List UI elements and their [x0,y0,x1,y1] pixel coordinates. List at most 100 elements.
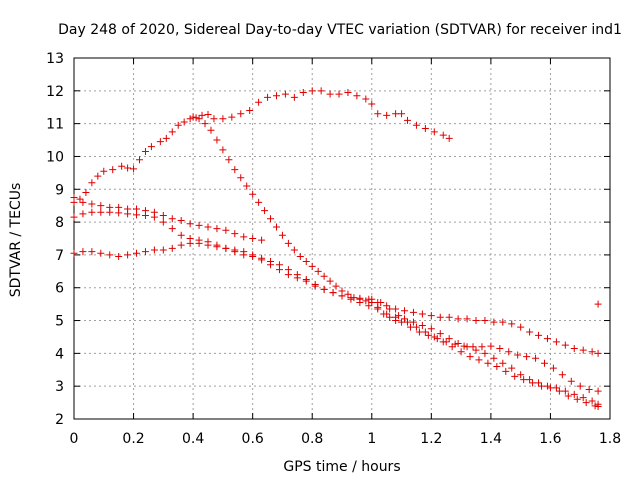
data-point-plus [293,271,301,279]
series-track-5 [70,239,602,357]
data-point-plus [180,118,188,126]
data-point-plus [430,128,438,136]
data-point-plus [532,354,540,362]
y-axis-label: SDTVAR / TECUs [8,183,24,298]
data-point-plus [564,392,572,400]
data-point-plus [79,248,87,256]
data-point-plus [472,317,480,325]
data-point-plus [409,318,417,326]
data-point-plus [290,93,298,101]
data-point-plus [284,266,292,274]
data-point-plus [106,251,114,259]
y-tick-label: 2 [55,412,64,428]
data-point-plus [460,342,468,350]
data-point-plus [329,289,337,297]
data-point-plus [439,338,447,346]
data-point-plus [406,323,414,331]
y-tick-label: 5 [55,314,64,330]
data-point-plus [246,107,254,115]
data-point-plus [97,249,105,257]
data-point-plus [219,115,227,123]
data-point-plus [582,399,590,407]
data-point-plus [561,387,569,395]
data-point-plus [115,209,123,217]
data-point-plus [454,315,462,323]
data-point-plus [433,335,441,343]
data-point-plus [88,248,96,256]
data-point-plus [508,320,516,328]
data-point-plus [555,387,563,395]
data-point-plus [255,98,263,106]
data-point-plus [540,359,548,367]
data-point-plus [296,253,304,261]
data-point-plus [222,244,230,252]
data-point-plus [79,198,87,206]
data-point-plus [594,300,602,308]
data-point-plus [445,313,453,321]
data-point-plus [344,88,352,96]
data-point-plus [401,307,409,315]
data-point-plus [511,372,519,380]
data-point-plus [133,205,141,213]
data-point-plus [258,236,266,244]
data-point-plus [237,174,245,182]
data-point-plus [278,231,286,239]
data-point-plus [436,313,444,321]
data-point-plus [469,343,477,351]
data-point-plus [567,377,575,385]
data-point-plus [415,328,423,336]
data-point-plus [383,111,391,119]
x-tick-label: 0 [70,431,79,447]
data-point-plus [272,92,280,100]
data-point-plus [159,218,167,226]
data-point-plus [496,344,504,352]
data-point-plus [82,189,90,197]
data-point-plus [290,246,298,254]
data-point-plus [186,220,194,228]
data-point-plus [588,348,596,356]
data-point-plus [204,110,212,118]
data-point-plus [585,385,593,393]
data-point-plus [579,394,587,402]
data-point-plus [535,379,543,387]
data-point-plus [457,348,465,356]
data-point-plus [177,241,185,249]
data-point-plus [499,318,507,326]
data-point-plus [326,277,334,285]
data-point-plus [311,280,319,288]
data-point-plus [401,315,409,323]
x-tick-label: 1.6 [539,431,561,447]
data-point-plus [481,349,489,357]
data-point-plus [466,353,474,361]
data-point-plus [168,225,176,233]
data-point-plus [97,208,105,216]
y-tick-label: 10 [46,149,64,165]
data-point-plus [88,208,96,216]
data-point-plus [133,211,141,219]
data-point-plus [368,295,376,303]
data-point-plus [386,305,394,313]
data-point-plus [398,318,406,326]
data-point-plus [168,128,176,136]
series-track-6 [368,295,602,411]
data-point-plus [201,120,209,128]
data-point-plus [395,312,403,320]
x-tick-label: 0.2 [122,431,144,447]
data-point-plus [320,272,328,280]
data-point-plus [118,162,126,170]
y-tick-label: 6 [55,281,64,297]
data-point-plus [570,390,578,398]
series-track-3 [70,198,266,244]
data-point-plus [97,202,105,210]
data-point-plus [317,87,325,95]
y-tick-label: 9 [55,182,64,198]
data-point-plus [320,285,328,293]
data-point-plus [267,215,275,223]
data-point-plus [463,315,471,323]
data-point-plus [386,313,394,321]
data-point-plus [445,335,453,343]
data-point-plus [141,148,149,156]
data-point-plus [362,95,370,103]
y-tick-labels: 2 3 4 5 6 7 8 9 10 11 12 13 [46,51,64,428]
data-point-plus [591,402,599,410]
